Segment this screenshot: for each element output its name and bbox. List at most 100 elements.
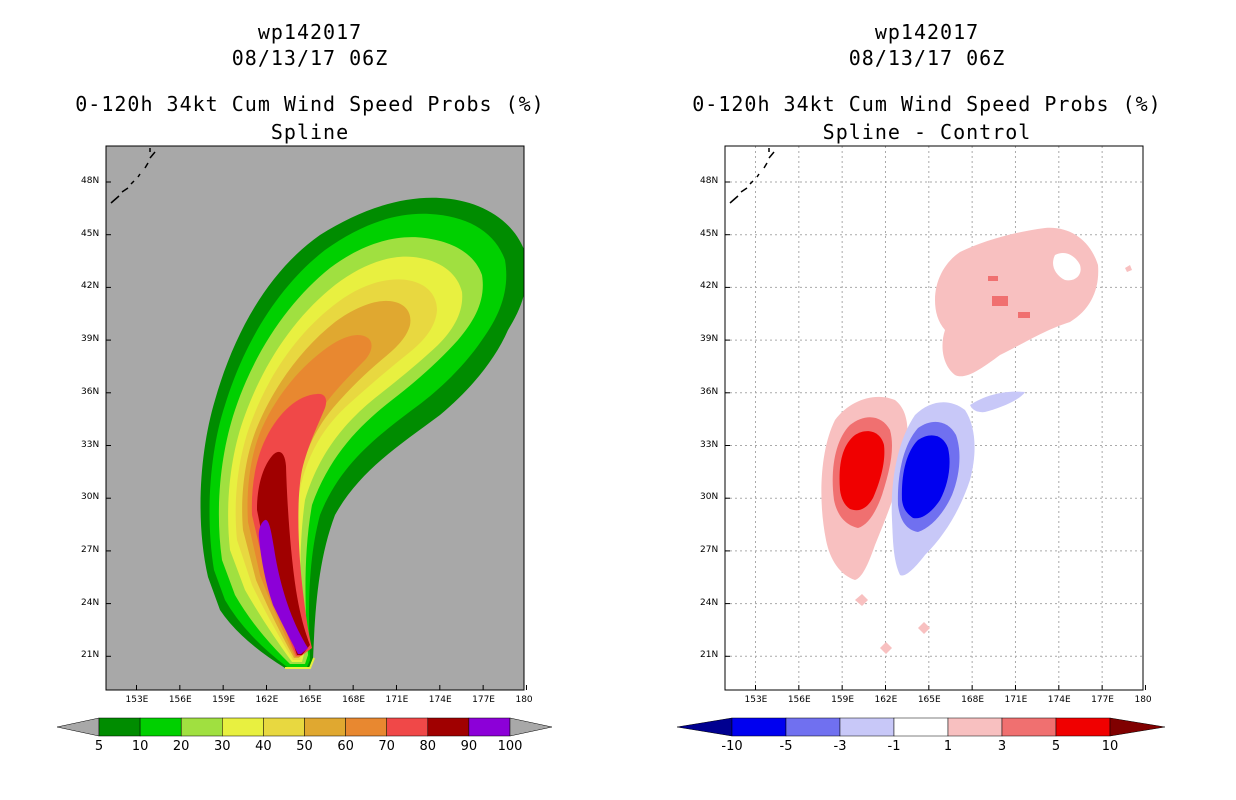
right-x-tick-label: 153E: [744, 695, 768, 705]
right-y-tick-label: 39N: [700, 334, 719, 345]
diff-pos3-blob-3: [1018, 312, 1030, 318]
right-plot-frame: [724, 145, 1144, 691]
diff-pos-small-1: [855, 594, 868, 606]
right-y-tick-label: 24N: [700, 597, 719, 608]
left-plot-frame: [105, 145, 525, 691]
right-axis-ticks: [725, 181, 1146, 690]
left-x-tick-label: 162E: [255, 695, 279, 705]
left-y-tick-label: 30N: [81, 492, 100, 503]
left-colorbar-label: 70: [378, 739, 395, 754]
right-colorbar-label: -1: [887, 739, 901, 754]
left-y-tick-label: 27N: [81, 544, 100, 555]
right-x-tick-label: 156E: [787, 695, 811, 705]
right-x-tick-label: 165E: [917, 695, 941, 705]
left-x-tick-label: 168E: [342, 695, 366, 705]
right-chart-title: 0-120h 34kt Cum Wind Speed Probs (%): [692, 92, 1162, 116]
right-y-tick-label: 42N: [700, 281, 719, 292]
right-colorbar-label: 1: [943, 739, 953, 754]
left-colorbar-label: 80: [419, 739, 437, 754]
left-y-tick-label: 24N: [81, 597, 100, 608]
right-colorbar-label: -10: [721, 739, 743, 754]
diff-pos-5: [839, 431, 885, 511]
left-colorbar-label: 5: [94, 739, 104, 754]
left-x-tick-label: 171E: [385, 695, 409, 705]
left-x-tick-label: 177E: [472, 695, 495, 705]
right-y-tick-label: 45N: [700, 228, 719, 239]
left-colorbar-box: [180, 717, 223, 737]
right-colorbar-box: [785, 717, 841, 737]
left-colorbar-label: 20: [172, 739, 190, 754]
left-colorbar-label: 10: [131, 739, 149, 754]
right-chart-subtitle: Spline - Control: [822, 120, 1032, 144]
right-colorbar-box: [839, 717, 895, 737]
right-y-tick-label: 30N: [700, 492, 719, 503]
left-plot: [105, 145, 527, 691]
right-colorbar-high-arrow: [1109, 717, 1166, 737]
left-y-tick-label: 45N: [81, 228, 100, 239]
right-plot: [724, 145, 1146, 691]
diff-pos3-blob-1: [992, 296, 1008, 306]
right-colorbar: [676, 717, 1166, 737]
left-x-tick-label: 153E: [125, 695, 149, 705]
diff-pos-small-2: [918, 622, 930, 634]
right-colorbar-label: -3: [833, 739, 847, 754]
left-storm-id: wp142017: [257, 20, 363, 44]
right-colorbar-low-arrow: [676, 717, 733, 737]
left-chart-title: 0-120h 34kt Cum Wind Speed Probs (%): [75, 92, 545, 116]
left-colorbar-box: [263, 717, 305, 737]
right-x-tick-label: 162E: [874, 695, 898, 705]
left-colorbar-box: [386, 717, 429, 737]
left-colorbar-box: [304, 717, 346, 737]
right-colorbar-box: [1001, 717, 1057, 737]
left-colorbar: [56, 717, 553, 737]
left-y-tick-label: 36N: [81, 386, 100, 397]
right-colorbar-label: -5: [779, 739, 793, 754]
contour-90: [258, 519, 308, 654]
left-x-tick-label: 165E: [298, 695, 322, 705]
left-colorbar-box: [222, 717, 264, 737]
diff-pos-small-3: [880, 642, 892, 654]
diff-pos3-blob-2: [988, 276, 998, 281]
right-colorbar-label: 3: [997, 739, 1007, 754]
left-x-tick-label: 156E: [168, 695, 192, 705]
left-colorbar-box: [139, 717, 182, 737]
left-x-tick-label: 174E: [428, 695, 452, 705]
right-x-tick-label: 180: [1134, 695, 1152, 705]
right-colorbar-box: [1055, 717, 1111, 737]
left-colorbar-label: 100: [497, 739, 523, 754]
diff-neg-small: [970, 391, 1025, 413]
right-y-tick-label: 27N: [700, 544, 719, 555]
left-colorbar-label: 50: [296, 739, 313, 754]
right-coastline: [729, 148, 775, 204]
right-x-tick-label: 177E: [1091, 695, 1114, 705]
right-x-tick-label: 174E: [1047, 695, 1071, 705]
right-x-tick-label: 159E: [831, 695, 855, 705]
left-probability-contours: [200, 197, 524, 669]
left-y-tick-label: 21N: [81, 650, 100, 661]
left-colorbar-box: [468, 717, 511, 737]
left-y-tick-label: 42N: [81, 281, 100, 292]
left-colorbar-box: [427, 717, 470, 737]
left-chart-subtitle: Spline: [270, 120, 350, 144]
diff-neg-5: [901, 435, 950, 519]
left-axis-ticks: [106, 181, 527, 690]
right-storm-id: wp142017: [874, 20, 980, 44]
left-colorbar-box: [345, 717, 387, 737]
right-colorbar-label: 5: [1051, 739, 1061, 754]
right-difference-contours: [821, 227, 1132, 654]
left-y-tick-label: 39N: [81, 334, 100, 345]
right-colorbar-label: 10: [1101, 739, 1119, 754]
left-coastline: [110, 148, 156, 204]
left-colorbar-label: 60: [337, 739, 354, 754]
right-y-tick-label: 33N: [700, 439, 719, 450]
left-colorbar-label: 30: [214, 739, 231, 754]
left-colorbar-label: 40: [255, 739, 272, 754]
right-y-tick-label: 36N: [700, 386, 719, 397]
left-colorbar-high-arrow: [509, 717, 553, 737]
diff-white-patch: [1053, 253, 1081, 281]
right-colorbar-box: [893, 717, 949, 737]
right-colorbar-box: [731, 717, 787, 737]
left-x-tick-label: 180: [515, 695, 533, 705]
contour-edge-outline: [285, 657, 315, 669]
